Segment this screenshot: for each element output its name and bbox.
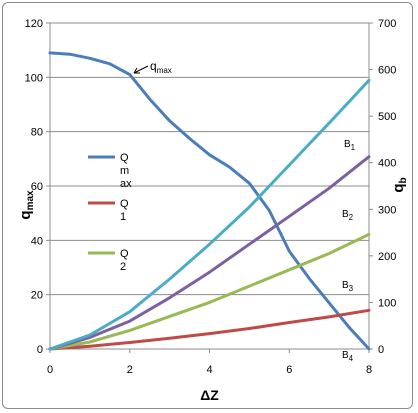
legend-label: 2 xyxy=(120,261,126,273)
y-right-tick-label: 700 xyxy=(378,18,396,30)
y-right-tick-label: 400 xyxy=(378,158,396,170)
legend-label: Q xyxy=(120,198,129,210)
axis-titles: ΔZ qmax qb xyxy=(17,177,409,403)
x-axis-title: ΔZ xyxy=(200,387,219,403)
legend-label: Q xyxy=(120,152,129,164)
x-tick-label: 2 xyxy=(127,364,133,376)
y-axis-title-right: qb xyxy=(390,177,409,192)
gridlines xyxy=(50,22,369,296)
annotation-b4: B4 xyxy=(342,350,354,363)
legend-entry: Q2 xyxy=(88,248,129,273)
series-line-qmax xyxy=(48,51,371,351)
annotation-qmax: qmax xyxy=(150,59,172,75)
annotation-b3: B3 xyxy=(342,280,354,293)
y-left-tick-label: 0 xyxy=(37,344,43,356)
y-right-tick-label: 100 xyxy=(378,297,396,309)
annotation-b2: B2 xyxy=(342,209,354,222)
series-lines xyxy=(48,51,371,351)
y-left-tick-label: 60 xyxy=(31,181,43,193)
annotation-b1: B1 xyxy=(344,139,356,152)
y-axis-title-left: qmax xyxy=(17,190,36,220)
y-right-tick-label: 600 xyxy=(378,65,396,77)
x-tick-label: 6 xyxy=(286,364,292,376)
y-right-tick-label: 300 xyxy=(378,204,396,216)
y-left-tick-label: 20 xyxy=(31,290,43,302)
y-right-tick-label: 200 xyxy=(378,251,396,263)
x-tick-label: 8 xyxy=(366,364,372,376)
y-right-tick-label: 500 xyxy=(378,111,396,123)
annotation-arrowhead xyxy=(133,67,140,74)
y-left-tick-label: 100 xyxy=(25,72,43,84)
legend-label: Q xyxy=(120,248,129,260)
series-line-unnamed-3 xyxy=(48,155,371,351)
y-left-tick-label: 120 xyxy=(25,18,43,30)
x-tick-label: 0 xyxy=(47,364,53,376)
legend-entry: Q1 xyxy=(88,198,129,223)
y-left-tick-label: 40 xyxy=(31,235,43,247)
annotations: qmax B1 B2 B3 B4 xyxy=(133,59,356,363)
series-line-unnamed-4 xyxy=(48,78,371,351)
y-left-tick-label: 80 xyxy=(31,127,43,139)
legend-label: ax xyxy=(120,178,132,190)
axes xyxy=(46,22,373,353)
legend-label: 1 xyxy=(120,211,126,223)
series-line-q2 xyxy=(48,232,371,351)
x-tick-label: 4 xyxy=(206,364,212,376)
y-right-tick-label: 0 xyxy=(378,344,384,356)
legend-label: m xyxy=(120,165,129,177)
tick-labels: 0 20 40 60 80 100 120 0 100 200 300 400 500 600 700 0 2 4… xyxy=(25,18,397,376)
annotation-arrow xyxy=(133,65,149,74)
series-line-q1 xyxy=(48,308,371,351)
